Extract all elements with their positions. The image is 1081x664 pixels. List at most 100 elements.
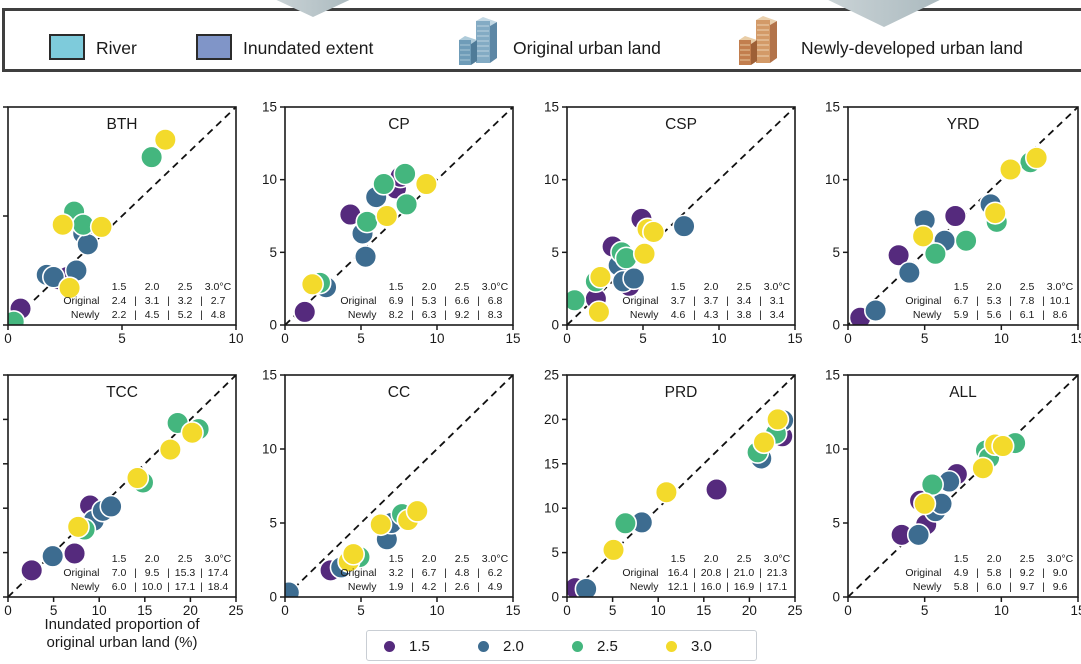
table-value: 8.3 bbox=[488, 309, 503, 321]
x-tick-label: 5 bbox=[50, 603, 58, 618]
table-value: 4.8 bbox=[211, 309, 226, 321]
scatter-point-3.0 bbox=[51, 213, 75, 237]
table-row-label: Newly bbox=[913, 581, 942, 593]
table-separator: | bbox=[134, 309, 137, 321]
scatter-point-3.0 bbox=[998, 157, 1023, 182]
table-value: 3.2 bbox=[389, 567, 404, 579]
panel-yrd: 00 5 5 10 10 15 15 YRD 1.5 2.0 2.5 3.0°C Original 6.7… bbox=[825, 100, 1081, 347]
table-separator: | bbox=[1009, 581, 1012, 593]
table-value: 3.1 bbox=[770, 295, 785, 307]
panel-title: CP bbox=[388, 116, 410, 133]
scatter-point-1.5 bbox=[886, 243, 911, 267]
table-value: 5.8 bbox=[987, 567, 1002, 579]
panel-bth: 00551010BTH1.52.02.53.0°COriginal2.4|3.1… bbox=[3, 106, 244, 346]
table-value: 6.9 bbox=[389, 295, 404, 307]
map-diamond-icon bbox=[828, 0, 940, 27]
legend-label-2-5: 2.5 bbox=[597, 638, 618, 655]
scatter-point-3.0 bbox=[766, 407, 790, 432]
table-header-temp: 3.0°C bbox=[764, 281, 791, 293]
axes-box bbox=[284, 374, 514, 598]
table-header-temp: 2.5 bbox=[737, 281, 752, 293]
panel-title: CC bbox=[388, 384, 410, 401]
table-separator: | bbox=[1009, 309, 1012, 321]
table-separator: | bbox=[167, 309, 170, 321]
x-tick-label: 25 bbox=[787, 603, 802, 618]
table-separator: | bbox=[693, 581, 696, 593]
scatter-point-2.0 bbox=[863, 298, 888, 323]
x-tick-label: 15 bbox=[1070, 331, 1081, 346]
x-tick-label: 10 bbox=[228, 331, 243, 346]
scatter-point-3.0 bbox=[588, 265, 613, 289]
table-header-temp: 1.5 bbox=[671, 553, 686, 565]
table-value: 6.0 bbox=[987, 581, 1002, 593]
table-value: 3.7 bbox=[704, 295, 719, 307]
y-tick-label: 15 bbox=[262, 100, 277, 115]
table-separator: | bbox=[477, 581, 480, 593]
x-tick-label: 0 bbox=[563, 331, 571, 346]
y-tick-label: 5 bbox=[551, 545, 559, 560]
table-header-temp: 1.5 bbox=[112, 553, 127, 565]
panel-title: ALL bbox=[949, 384, 977, 401]
scatter-point-2.5 bbox=[567, 288, 587, 312]
y-tick-label: 5 bbox=[269, 516, 277, 531]
table-separator: | bbox=[167, 581, 170, 593]
panel-title: BTH bbox=[107, 116, 138, 133]
x-tick-label: 10 bbox=[994, 331, 1009, 346]
x-tick-label: 0 bbox=[281, 331, 289, 346]
scatter-point-3.0 bbox=[405, 499, 429, 523]
panel-title: PRD bbox=[665, 384, 698, 401]
y-tick-label: 0 bbox=[269, 318, 277, 333]
table-separator: | bbox=[444, 581, 447, 593]
scatter-point-2.5 bbox=[355, 210, 379, 234]
table-header-temp: 1.5 bbox=[671, 281, 686, 293]
y-tick-label: 5 bbox=[269, 245, 277, 260]
panel-tcc: 00551010151520202525TCC1.52.02.53.0°COri… bbox=[3, 374, 244, 618]
x-tick-label: 15 bbox=[787, 331, 802, 346]
table-header-temp: 2.5 bbox=[455, 553, 470, 565]
table-value: 6.1 bbox=[1020, 309, 1035, 321]
legend-dot-2-0 bbox=[478, 641, 489, 652]
table-header-temp: 3.0°C bbox=[205, 553, 232, 565]
table-separator: | bbox=[444, 309, 447, 321]
panel-title: YRD bbox=[947, 116, 980, 133]
table-row-label: Original bbox=[63, 567, 99, 579]
scatter-point-2.0 bbox=[99, 494, 123, 519]
table-value: 3.7 bbox=[671, 295, 686, 307]
x-tick-label: 0 bbox=[844, 603, 852, 618]
table-value: 2.6 bbox=[455, 581, 470, 593]
scatter-point-1.5 bbox=[20, 558, 44, 582]
table-separator: | bbox=[693, 295, 696, 307]
table-separator: | bbox=[134, 581, 137, 593]
newly-developed-urban-land-label: Newly-developed urban land bbox=[801, 38, 1023, 58]
scatter-point-3.0 bbox=[414, 172, 438, 196]
table-separator: | bbox=[411, 567, 414, 579]
scatter-point-2.5 bbox=[920, 472, 944, 497]
x-tick-label: 25 bbox=[228, 603, 243, 618]
scatter-point-2.5 bbox=[954, 229, 978, 253]
table-row-label: Original bbox=[905, 295, 941, 307]
x-axis-label-line1: Inundated proportion of bbox=[44, 616, 200, 633]
inundated-extent-swatch bbox=[196, 34, 232, 60]
table-header-temp: 1.5 bbox=[389, 281, 404, 293]
table-value: 6.7 bbox=[422, 567, 437, 579]
inundated-extent-label: Inundated extent bbox=[243, 38, 374, 58]
identity-line bbox=[8, 107, 236, 325]
scatter-point-2.0 bbox=[622, 266, 646, 291]
y-tick-label: 20 bbox=[544, 412, 559, 427]
y-tick-label: 15 bbox=[544, 456, 559, 471]
table-separator: | bbox=[726, 295, 729, 307]
table-row-label: Original bbox=[622, 295, 658, 307]
y-tick-label: 10 bbox=[825, 172, 840, 187]
table-value: 3.2 bbox=[178, 295, 193, 307]
table-separator: | bbox=[976, 581, 979, 593]
table-separator: | bbox=[1042, 295, 1045, 307]
x-tick-label: 15 bbox=[505, 331, 520, 346]
panel-csp: 00 5 5 10 10 15 15 CSP 1.5 2.0 2.5 3.0°C Original 3.7… bbox=[544, 100, 803, 347]
table-value: 7.8 bbox=[1020, 295, 1035, 307]
scatter-point-2.0 bbox=[906, 523, 931, 547]
x-tick-label: 15 bbox=[137, 603, 152, 618]
table-value: 3.4 bbox=[770, 309, 785, 321]
legend-dot-2-5 bbox=[572, 641, 583, 652]
table-value: 8.6 bbox=[1053, 309, 1068, 321]
table-header-temp: 2.0 bbox=[422, 281, 437, 293]
